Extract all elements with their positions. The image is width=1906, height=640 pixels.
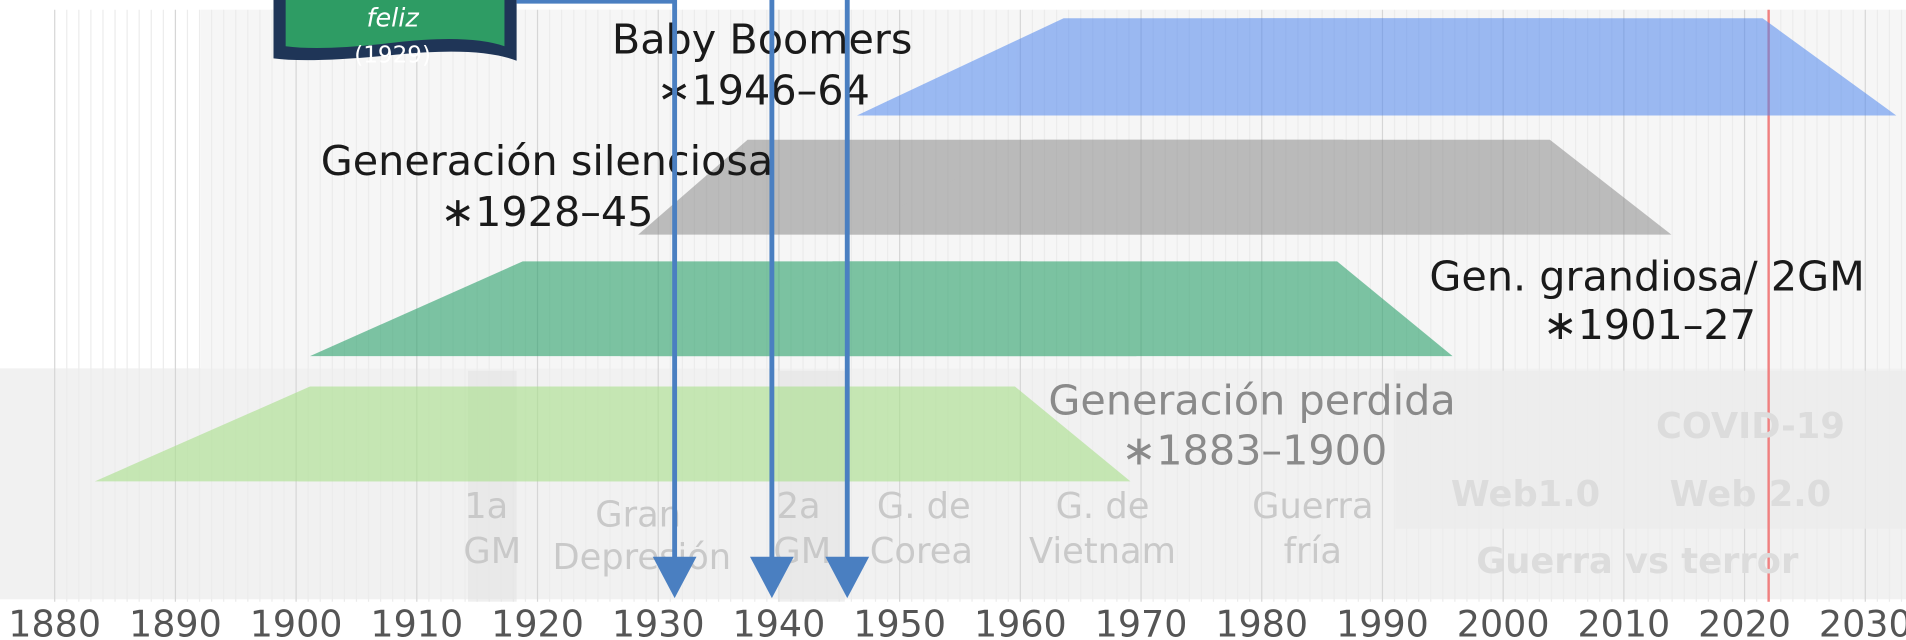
axis-label: 1930 [612,603,705,640]
badge-text: (1929) [354,42,431,68]
event-label: Depresión [552,537,731,578]
axis-label: 1910 [370,603,463,640]
axis-label: 1900 [250,603,343,640]
event-label: G. de [1056,486,1150,527]
event-label: 2a [777,486,821,527]
gen-name: Baby Boomers [612,16,913,64]
boomers-shape [856,18,1897,116]
greatest-shape [309,261,1453,357]
badge: feliz (1929) [273,0,517,68]
event-label: GM [463,531,521,572]
axis-label: 1960 [974,603,1067,640]
event-label: Gran [595,495,681,536]
event-label: Web 2.0 [1670,474,1831,515]
gen-years: ∗1883–1900 [1122,426,1388,474]
event-label: fría [1284,531,1342,572]
axis-label: 1950 [853,603,946,640]
axis-label: 1880 [8,603,101,640]
badge-text: feliz [366,3,419,33]
event-label: Vietnam [1029,531,1176,572]
silent-shape [638,139,1672,235]
event-label: Web1.0 [1451,474,1600,515]
year-axis: 1880 1890 1900 1910 1920 1930 1940 1950 1960 1970… [8,603,1906,640]
axis-label: 2010 [1577,603,1670,640]
gen-years: ∗1928–45 [441,188,654,236]
arrowheads [652,556,870,599]
axis-label: 2020 [1698,603,1791,640]
lost-shape [94,386,1131,482]
gen-name: Gen. grandiosa/ 2GM [1429,253,1864,301]
event-label: Corea [870,531,973,572]
arrows [516,0,850,562]
event-label: 1a [464,486,508,527]
gen-years: ∗1901–27 [1543,301,1756,349]
event-label: Guerra vs terror [1476,541,1799,582]
axis-label: 2030 [1819,603,1906,640]
axis-label: 1890 [129,603,222,640]
axis-label: 1920 [491,603,584,640]
gen-years: ∗1946–64 [657,67,870,115]
axis-label: 1980 [1215,603,1308,640]
event-label: Guerra [1252,486,1373,527]
gen-name: Generación silenciosa [321,137,774,185]
event-label: COVID-19 [1656,406,1845,447]
axis-label: 1990 [1336,603,1429,640]
axis-label: 2000 [1457,603,1550,640]
gen-name: Generación perdida [1048,377,1455,425]
axis-label: 1940 [733,603,826,640]
event-shade [1395,370,1906,529]
axis-label: 1970 [1095,603,1188,640]
event-label: G. de [877,486,971,527]
